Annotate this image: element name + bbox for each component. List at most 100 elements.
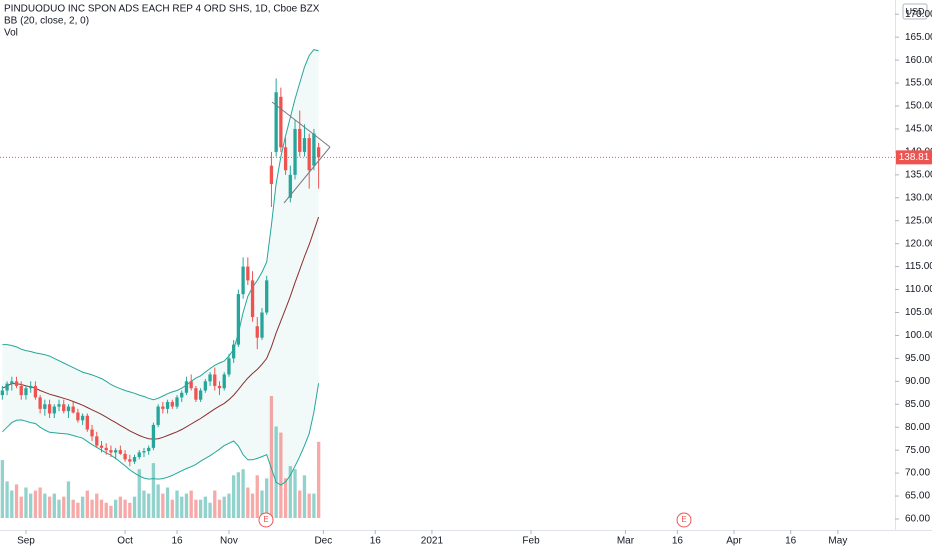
x-tick-label: Dec: [314, 536, 332, 547]
candle-body: [142, 451, 146, 453]
candle-body: [104, 447, 108, 451]
vol-indicator-label[interactable]: Vol: [4, 28, 18, 39]
volume-bar: [203, 496, 207, 518]
volume-bar: [189, 490, 193, 518]
volume-bar: [269, 396, 274, 518]
currency: USD: [905, 6, 925, 16]
candle-body: [307, 138, 311, 171]
y-tick-label: 125.00: [905, 215, 932, 226]
volume-bar: [184, 493, 189, 518]
candle-body: [208, 374, 212, 382]
pattern-line-lower[interactable]: [283, 146, 331, 204]
y-tick-label: 105.00: [905, 307, 932, 318]
candle-body: [113, 450, 118, 453]
candle-body: [269, 165, 274, 185]
volume-bar: [250, 493, 255, 518]
x-tick-label: Oct: [117, 536, 133, 547]
candle-body: [302, 138, 307, 152]
volume-bar: [104, 502, 108, 518]
x-tick-label: Nov: [220, 536, 238, 547]
volume-bar: [123, 499, 127, 518]
volume-bar: [147, 493, 151, 518]
currency-box[interactable]: [902, 3, 928, 20]
earnings-label: E: [681, 515, 686, 524]
volume-bar: [29, 493, 33, 518]
volume-bar: [137, 469, 141, 518]
volume-bar: [208, 502, 212, 518]
x-tick-label: 16: [672, 536, 684, 547]
candle-body: [288, 174, 292, 198]
candle-body: [33, 385, 38, 398]
candle-body: [118, 450, 123, 454]
volume-bar: [165, 487, 170, 518]
candle-body: [109, 450, 113, 453]
volume-bar: [170, 499, 174, 518]
y-tick-label: 160.00: [905, 55, 932, 66]
volume-bar: [118, 496, 123, 518]
candle-body: [66, 406, 71, 412]
y-tick-label: 150.00: [905, 101, 932, 112]
candle-body: [241, 266, 245, 295]
volume-bar: [38, 487, 42, 518]
candle-body: [194, 388, 198, 400]
candle-body: [260, 312, 264, 338]
candle-body: [312, 133, 316, 166]
candle-body: [227, 358, 231, 375]
earnings-marker[interactable]: [676, 512, 692, 528]
volume-bar: [213, 490, 217, 518]
volume-bar: [99, 499, 104, 518]
earnings-marker[interactable]: [258, 512, 274, 528]
candle-body: [232, 344, 236, 359]
candle-body: [128, 459, 132, 462]
candle-body: [236, 294, 241, 345]
volume-bar: [113, 499, 118, 518]
candle-body: [90, 429, 94, 437]
x-tick-label: 2021: [421, 536, 444, 547]
volume-bar: [47, 496, 52, 518]
y-tick-label: 130.00: [905, 192, 932, 203]
volume-bar: [232, 475, 236, 518]
volume-bar: [217, 499, 222, 518]
x-tick-label: 16: [785, 536, 797, 547]
volume-bar: [33, 490, 38, 518]
y-tick-label: 155.00: [905, 78, 932, 89]
volume-bar: [142, 490, 146, 518]
volume-bar: [194, 499, 198, 518]
volume-bar: [10, 490, 14, 518]
y-tick-label: 90.00: [905, 376, 930, 387]
volume-bar: [260, 490, 264, 518]
volume-bar: [198, 499, 203, 518]
y-tick-label: 65.00: [905, 491, 930, 502]
candle-body: [213, 374, 217, 386]
y-tick-label: 170.00: [905, 9, 932, 20]
volume-bar: [109, 505, 113, 518]
candle-body: [156, 406, 160, 425]
candle-body: [203, 381, 207, 391]
bb-upper: [2, 49, 319, 401]
candle-body: [0, 390, 5, 396]
volume-bar: [222, 496, 226, 518]
volume-bar: [283, 478, 288, 518]
bb-lower: [2, 383, 320, 486]
candle-body: [217, 385, 222, 389]
candle-body: [151, 424, 156, 448]
volume-bar: [80, 496, 85, 518]
candle-body: [279, 96, 283, 148]
x-tick-label: 16: [171, 536, 183, 547]
candle-body: [80, 415, 85, 421]
volume-bar: [76, 502, 80, 518]
candle-body: [99, 445, 104, 448]
volume-bar: [265, 478, 269, 518]
bb-indicator-label[interactable]: BB (20, close, 2, 0): [4, 16, 89, 27]
pattern-line-upper[interactable]: [271, 101, 331, 148]
volume-bar: [0, 460, 5, 518]
candle-body: [19, 385, 23, 396]
y-tick-label: 135.00: [905, 169, 932, 180]
volume-bar: [298, 490, 302, 518]
candle-body: [47, 404, 52, 414]
volume-bar: [175, 490, 179, 518]
y-tick-label: 70.00: [905, 468, 930, 479]
volume-bar: [279, 432, 283, 518]
